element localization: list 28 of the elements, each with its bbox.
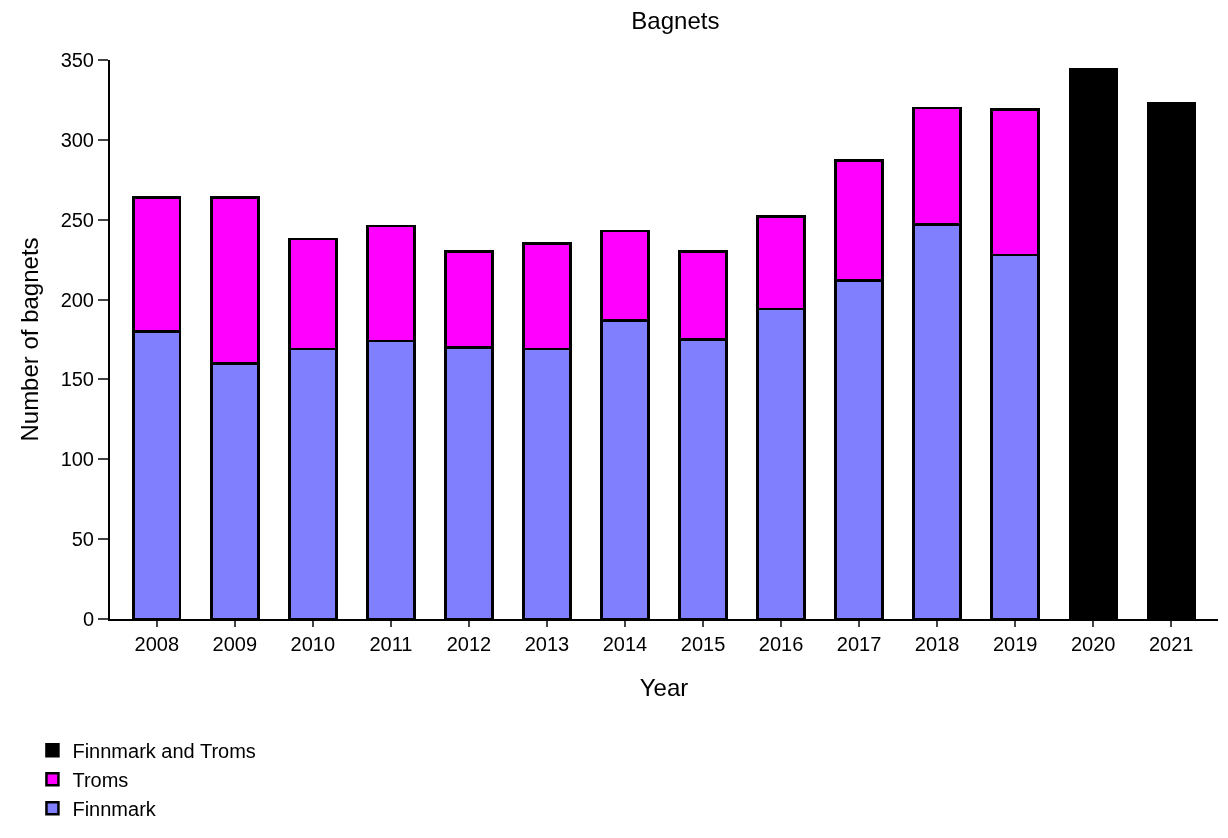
- legend-label: Finnmark: [72, 798, 157, 821]
- x-tick-label: 2021: [1148, 633, 1194, 655]
- y-tick-label: 200: [60, 288, 94, 311]
- x-tick-label: 2020: [1070, 633, 1116, 655]
- x-tick-label: 2017: [836, 633, 882, 655]
- x-tick-label: 2016: [758, 633, 804, 655]
- y-tick-label: 0: [82, 608, 94, 630]
- x-tick-label: 2015: [680, 633, 726, 655]
- chart-title: Bagnets: [631, 7, 720, 35]
- x-tick-label: 2009: [212, 633, 258, 655]
- legend-label: Finnmark and Troms: [72, 740, 256, 763]
- x-tick-label: 2011: [369, 633, 413, 655]
- x-tick-label: 2013: [524, 633, 570, 655]
- y-tick-label: 300: [60, 128, 94, 151]
- y-tick-label: 50: [71, 528, 94, 551]
- y-tick-label: 350: [60, 49, 94, 71]
- x-tick-label: 2008: [134, 633, 180, 655]
- x-tick-label: 2012: [446, 633, 492, 655]
- x-tick-label: 2014: [602, 633, 648, 655]
- legend-label: Troms: [72, 769, 129, 792]
- x-tick-label: 2018: [914, 633, 960, 655]
- x-tick-label: 2010: [290, 633, 336, 655]
- y-tick-label: 250: [60, 208, 94, 231]
- y-tick-label: 100: [60, 448, 94, 471]
- y-tick-label: 150: [60, 368, 94, 391]
- x-axis-title: Year: [639, 673, 689, 701]
- y-axis-title: Number of bagnets: [16, 237, 44, 442]
- x-tick-label: 2019: [992, 633, 1038, 655]
